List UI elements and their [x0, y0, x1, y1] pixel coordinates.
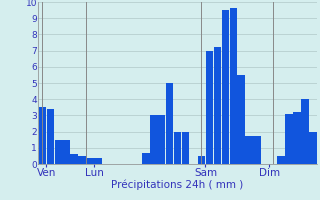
Bar — [70, 154, 78, 164]
Bar — [285, 114, 293, 164]
X-axis label: Précipitations 24h ( mm ): Précipitations 24h ( mm ) — [111, 180, 244, 190]
Bar — [142, 153, 149, 164]
Bar — [39, 107, 46, 164]
Bar — [158, 115, 165, 164]
Bar — [301, 99, 309, 164]
Bar — [46, 109, 54, 164]
Bar — [309, 132, 316, 164]
Bar — [221, 10, 229, 164]
Bar — [253, 136, 261, 164]
Bar — [293, 112, 301, 164]
Bar — [206, 51, 213, 164]
Bar — [229, 8, 237, 164]
Bar — [182, 132, 189, 164]
Bar — [86, 158, 94, 164]
Bar — [277, 156, 285, 164]
Bar — [62, 140, 70, 164]
Bar — [213, 47, 221, 164]
Bar — [54, 140, 62, 164]
Bar — [166, 83, 173, 164]
Bar — [78, 156, 86, 164]
Bar — [174, 132, 181, 164]
Bar — [237, 75, 245, 164]
Bar — [198, 156, 205, 164]
Bar — [94, 158, 102, 164]
Bar — [245, 136, 253, 164]
Bar — [150, 115, 157, 164]
